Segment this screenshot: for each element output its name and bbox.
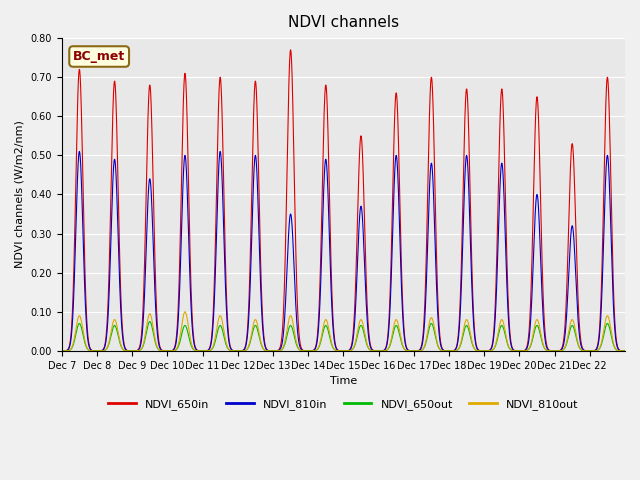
NDVI_810out <box>416 348 424 354</box>
NDVI_810in <box>465 204 473 210</box>
NDVI_650in <box>465 156 473 161</box>
NDVI_650in <box>58 348 66 354</box>
NDVI_810in <box>76 149 83 155</box>
NDVI_650out <box>621 348 629 354</box>
Line: NDVI_810in: NDVI_810in <box>62 152 625 351</box>
NDVI_810out <box>465 325 473 331</box>
NDVI_650in <box>416 347 424 353</box>
NDVI_650in <box>173 325 181 331</box>
X-axis label: Time: Time <box>330 376 357 386</box>
NDVI_810in <box>621 348 629 354</box>
NDVI_650out <box>173 346 181 351</box>
NDVI_810out <box>501 329 509 335</box>
NDVI_650in <box>615 347 623 352</box>
NDVI_810out <box>535 322 543 327</box>
Title: NDVI channels: NDVI channels <box>288 15 399 30</box>
NDVI_810in <box>615 347 623 353</box>
Legend: NDVI_650in, NDVI_810in, NDVI_650out, NDVI_810out: NDVI_650in, NDVI_810in, NDVI_650out, NDV… <box>104 394 583 414</box>
NDVI_650in <box>287 47 294 53</box>
NDVI_810in <box>501 233 509 239</box>
NDVI_650out <box>465 329 473 335</box>
NDVI_650in <box>621 348 629 354</box>
NDVI_650in <box>535 135 543 141</box>
Line: NDVI_650out: NDVI_650out <box>62 322 625 351</box>
NDVI_650out <box>615 348 623 354</box>
NDVI_810in <box>173 330 181 336</box>
NDVI_650out <box>535 327 543 333</box>
NDVI_810out <box>615 348 623 354</box>
NDVI_810out <box>58 348 66 354</box>
Line: NDVI_810out: NDVI_810out <box>62 312 625 351</box>
NDVI_650out <box>146 319 154 324</box>
NDVI_650out <box>58 348 66 354</box>
NDVI_810in <box>416 347 424 353</box>
NDVI_810out <box>181 309 189 314</box>
NDVI_810in <box>535 217 543 223</box>
NDVI_650out <box>501 332 509 338</box>
NDVI_810out <box>173 345 181 350</box>
Y-axis label: NDVI channels (W/m2/nm): NDVI channels (W/m2/nm) <box>15 120 25 268</box>
NDVI_810in <box>58 348 66 354</box>
NDVI_650in <box>501 187 509 193</box>
Line: NDVI_650in: NDVI_650in <box>62 50 625 351</box>
Text: BC_met: BC_met <box>73 50 125 63</box>
NDVI_810out <box>621 348 629 354</box>
NDVI_650out <box>416 348 424 354</box>
